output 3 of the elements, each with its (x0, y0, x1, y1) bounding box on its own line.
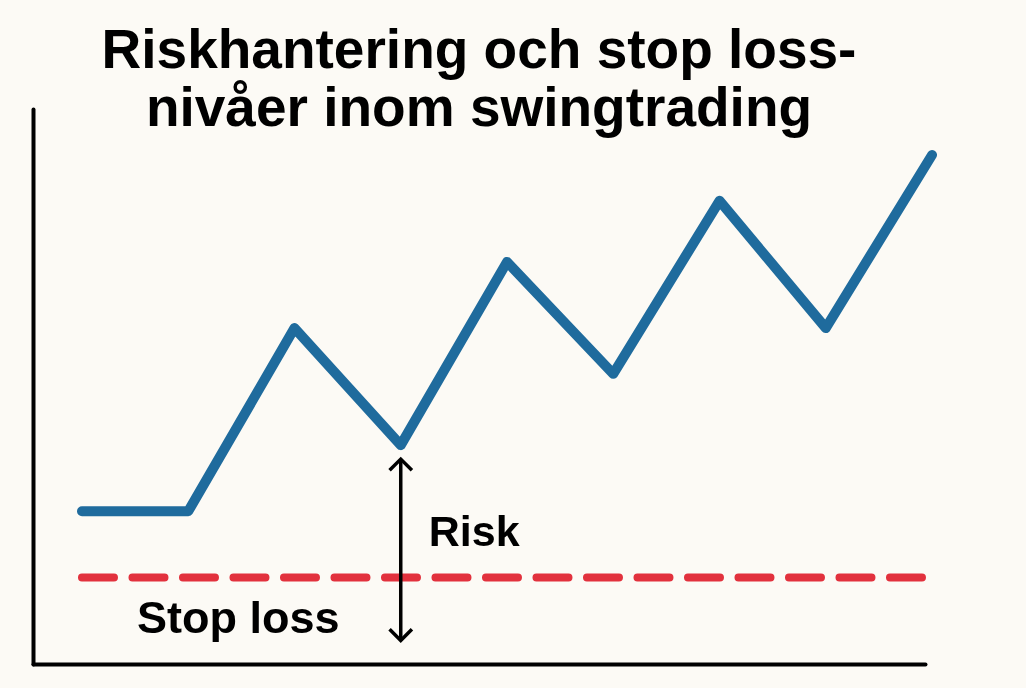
ref-line-label: Stop loss (136, 592, 340, 644)
chart-title: Riskhantering och stop loss- nivåer inom swingtrading (101, 18, 857, 138)
annotation: Risk (428, 507, 520, 556)
